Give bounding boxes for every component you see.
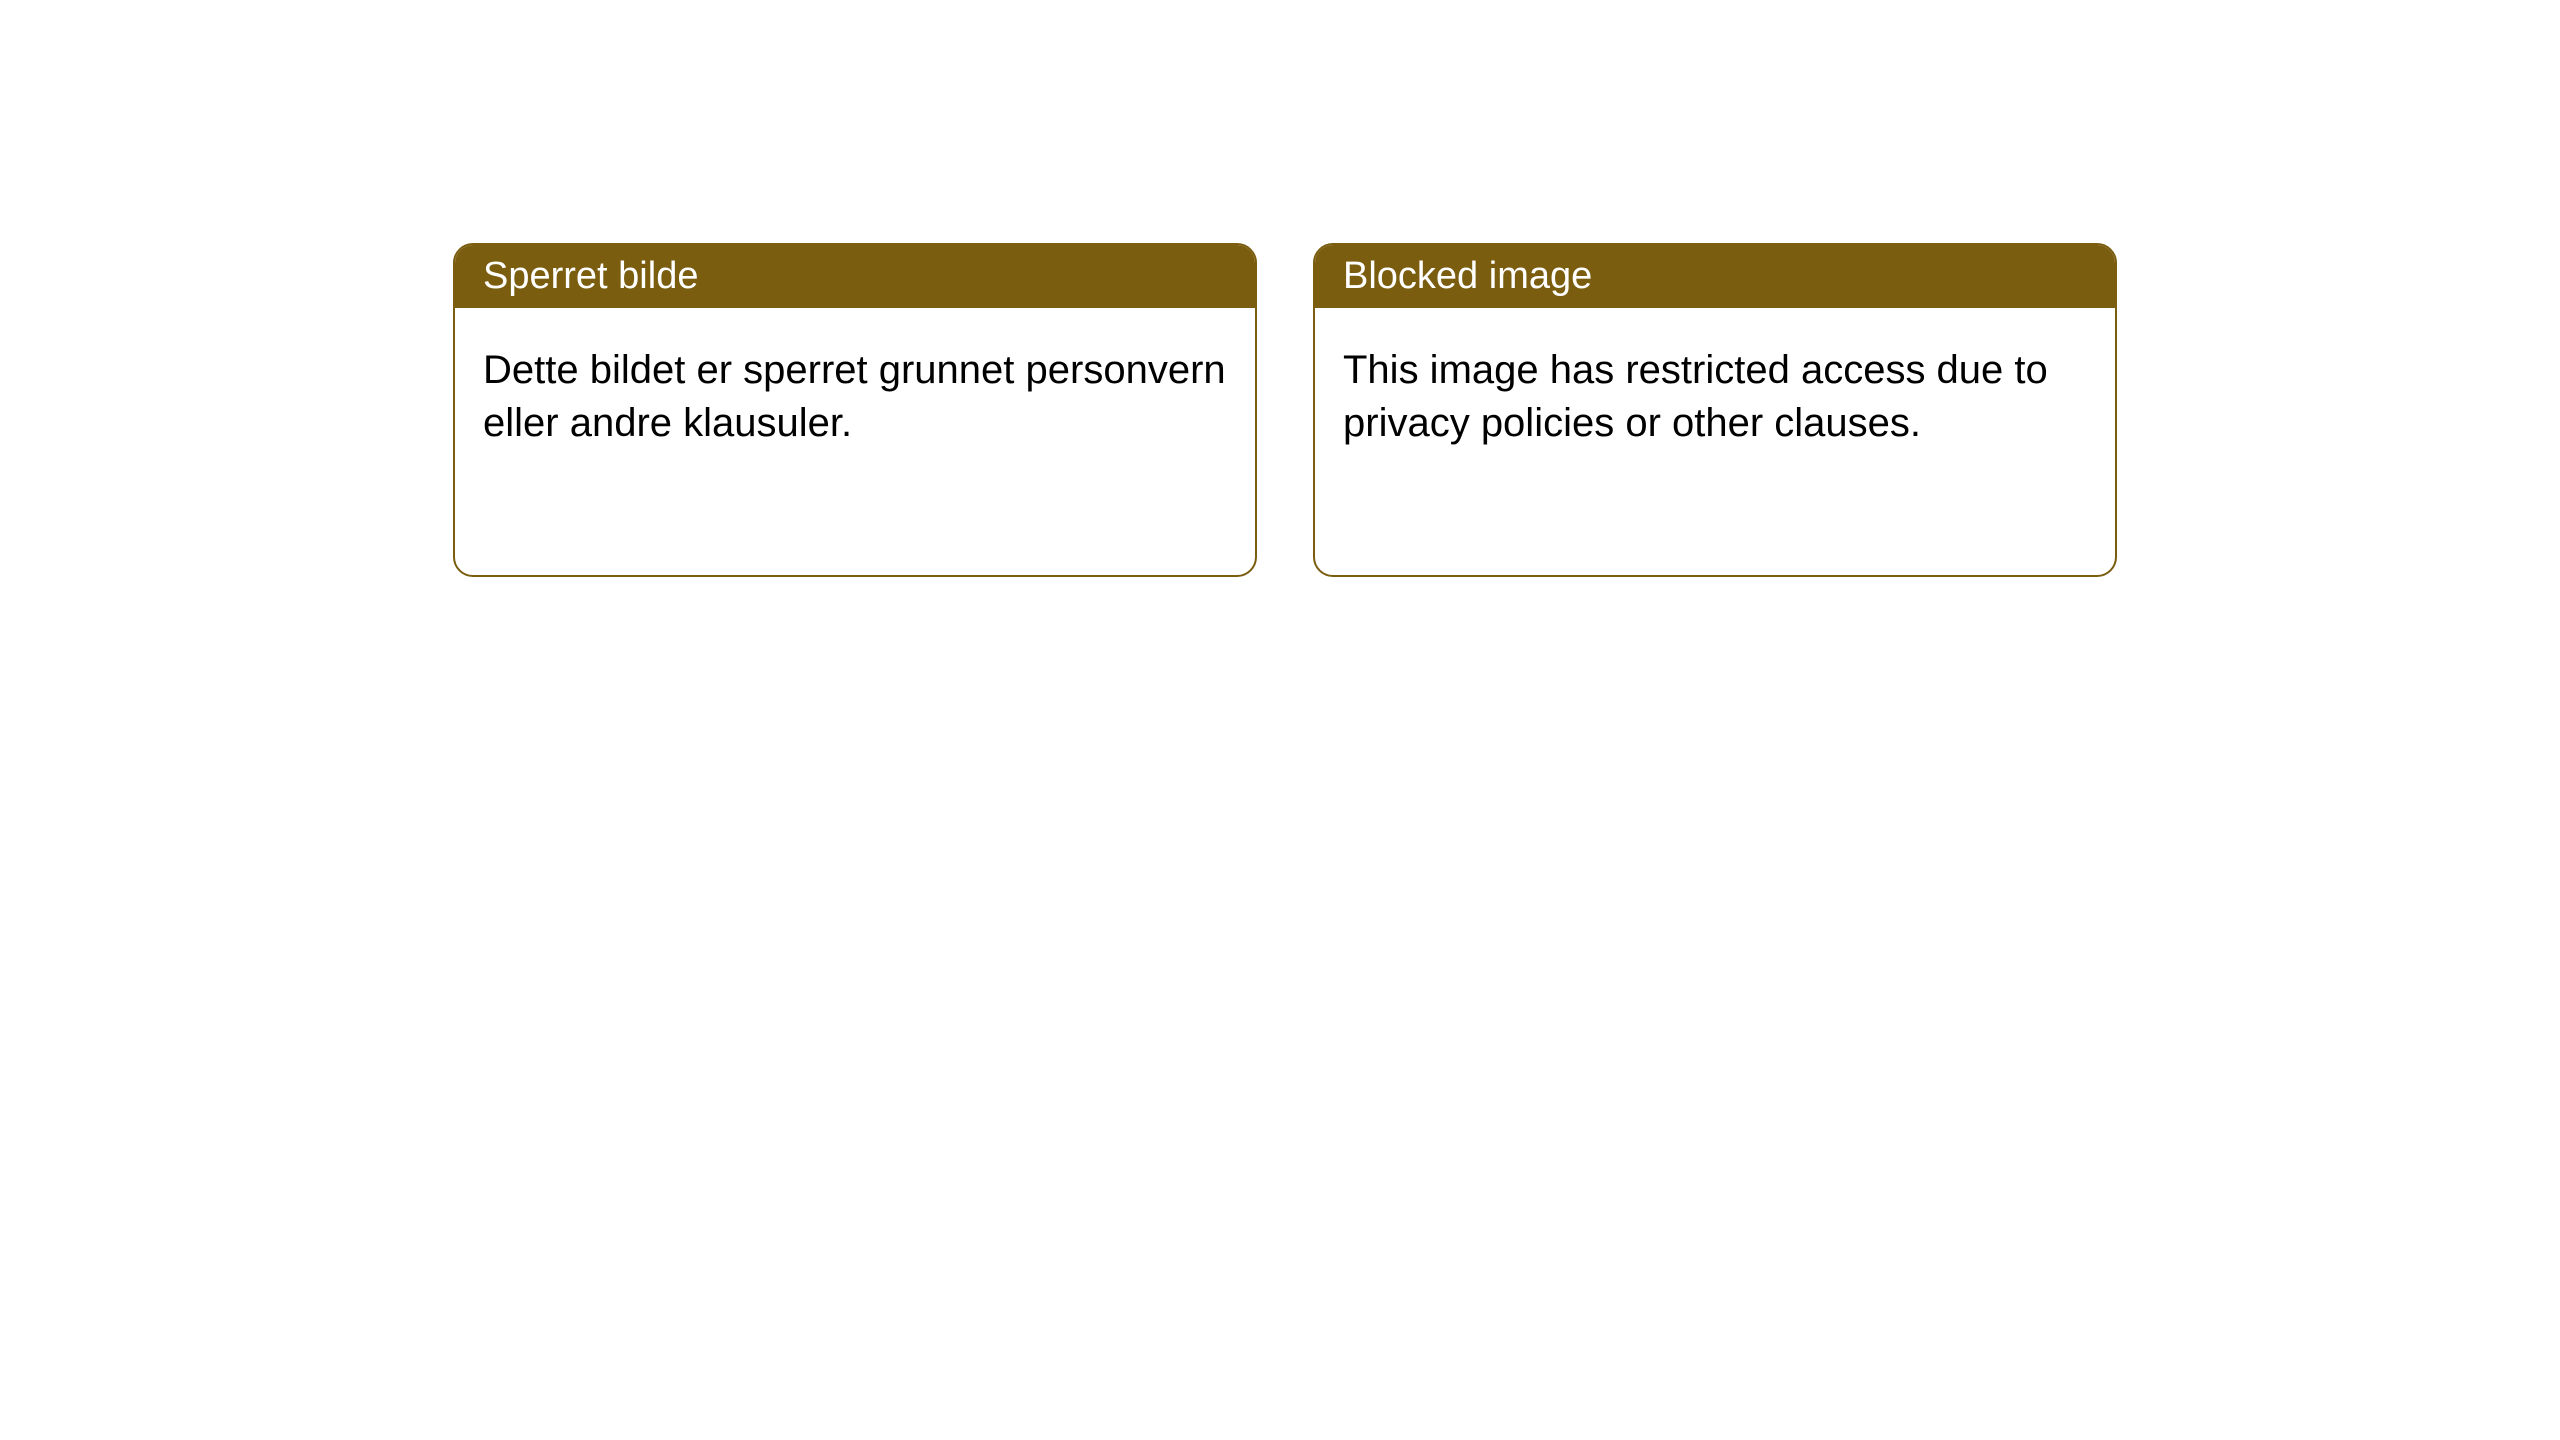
notice-header-norwegian: Sperret bilde bbox=[455, 245, 1255, 308]
notice-title-english: Blocked image bbox=[1343, 255, 1592, 297]
notice-body-english: This image has restricted access due to … bbox=[1315, 308, 2115, 486]
notice-container: Sperret bilde Dette bildet er sperret gr… bbox=[453, 243, 2117, 577]
notice-header-english: Blocked image bbox=[1315, 245, 2115, 308]
notice-body-norwegian: Dette bildet er sperret grunnet personve… bbox=[455, 308, 1255, 486]
notice-text-norwegian: Dette bildet er sperret grunnet personve… bbox=[483, 348, 1226, 445]
notice-card-norwegian: Sperret bilde Dette bildet er sperret gr… bbox=[453, 243, 1257, 577]
notice-card-english: Blocked image This image has restricted … bbox=[1313, 243, 2117, 577]
notice-text-english: This image has restricted access due to … bbox=[1343, 348, 2048, 445]
notice-title-norwegian: Sperret bilde bbox=[483, 255, 698, 297]
